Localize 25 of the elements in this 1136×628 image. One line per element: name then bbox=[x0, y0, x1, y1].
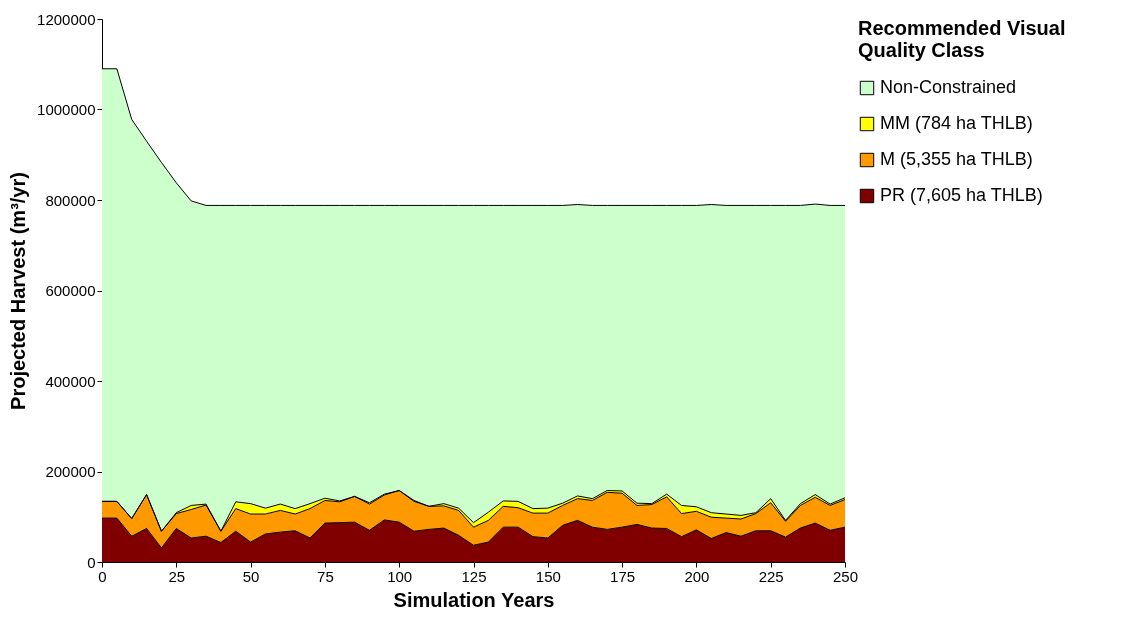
x-tick-label: 175 bbox=[610, 567, 636, 585]
legend-label: Non-Constrained bbox=[880, 77, 1017, 97]
y-tick-label: 200000 bbox=[45, 463, 96, 480]
legend-label: M (5,355 ha THLB) bbox=[880, 149, 1033, 169]
y-tick-label: 1000000 bbox=[37, 101, 96, 118]
y-tick-label: 0 bbox=[87, 553, 96, 571]
x-tick-label: 25 bbox=[168, 567, 186, 585]
x-tick-label: 150 bbox=[535, 567, 561, 585]
x-tick-label: 50 bbox=[242, 567, 260, 585]
legend-label: PR (7,605 ha THLB) bbox=[880, 185, 1043, 205]
y-tick-label: 400000 bbox=[45, 372, 96, 390]
x-tick-label: 200 bbox=[684, 567, 710, 585]
x-tick-label: 125 bbox=[461, 567, 487, 585]
legend-title: Recommended Visual Quality Class bbox=[858, 17, 1066, 61]
y-axis-title: Projected Harvest (m³/yr) bbox=[7, 172, 30, 410]
x-tick-label: 225 bbox=[758, 567, 784, 585]
y-tick-label: 800000 bbox=[45, 191, 96, 209]
legend-label: MM (784 ha THLB) bbox=[880, 113, 1033, 133]
x-tick-label: 250 bbox=[832, 567, 859, 585]
y-tick-label: 600000 bbox=[45, 282, 96, 299]
x-axis-title: Simulation Years bbox=[393, 588, 555, 611]
x-tick-label: 0 bbox=[98, 567, 107, 585]
x-tick-label: 75 bbox=[317, 567, 334, 585]
y-tick-label: 1200000 bbox=[37, 10, 96, 28]
x-tick-label: 100 bbox=[387, 567, 413, 585]
